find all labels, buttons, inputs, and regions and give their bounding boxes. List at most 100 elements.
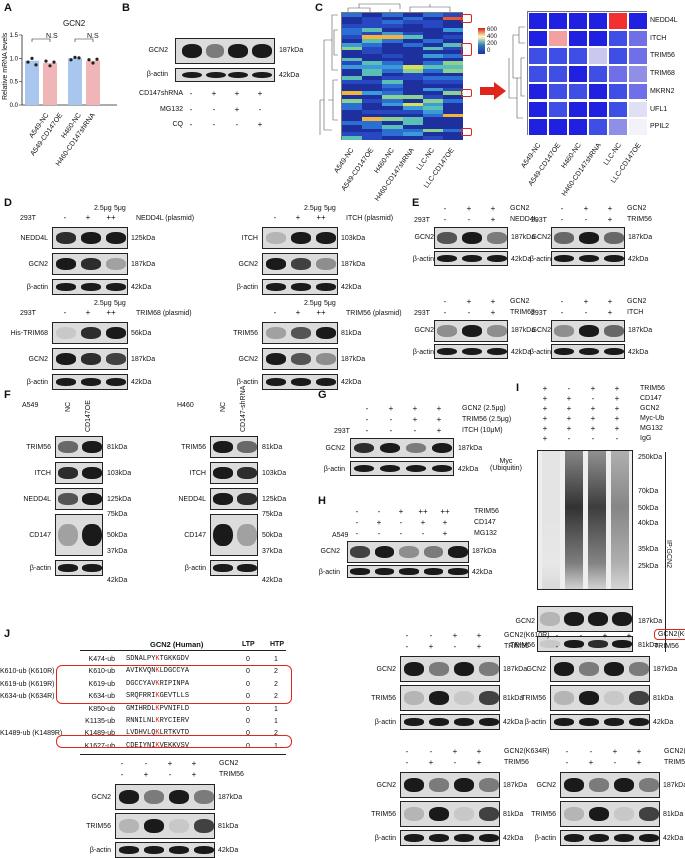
d-b3-size-1: 187kDa: [131, 356, 156, 363]
a-ytick-label-1: 0.5: [10, 80, 19, 86]
g-row-1: β-actin: [323, 466, 345, 473]
e0-m2-2: +: [490, 215, 496, 224]
j-b4-size-2: 42kDa: [663, 835, 684, 842]
e1-m1-1: +: [583, 204, 589, 213]
d-b2-dose2: 5μg: [324, 205, 336, 212]
e0-m2-0: -: [443, 215, 447, 224]
b-cond-3: CQ: [172, 121, 184, 128]
j-seq-post: LRTKVTD: [159, 729, 190, 738]
j-b2-b: TRIM56: [654, 643, 679, 650]
g-cell: 293T: [334, 428, 350, 435]
e0-m1-1: +: [466, 204, 472, 213]
panel-h-letter: H: [318, 495, 326, 507]
j-label-3: K634-ub (K634R): [0, 693, 55, 701]
j-b0-blot-0: [115, 784, 215, 810]
j-b1-m2-0: -: [405, 642, 409, 651]
i-mark-1-0: +: [542, 394, 548, 403]
j-ltp-5: 0: [246, 718, 250, 725]
panel-g-letter: G: [318, 389, 327, 401]
a-point-0-1: [30, 56, 34, 60]
g-mark-2-1: -: [389, 426, 393, 435]
d-b3-row-2: β-actin: [26, 379, 48, 386]
j-b3-blot-2: [400, 830, 500, 846]
j-b3-row-1: TRIM56: [371, 811, 396, 818]
j-htp-2: 2: [274, 680, 278, 688]
j-ltp-3: 0: [246, 693, 250, 701]
j-b4-size-1: 81kDa: [663, 811, 684, 818]
f-left-cell: A549: [22, 402, 39, 409]
h-row-1: β-actin: [318, 569, 340, 576]
j-redbox-2: [56, 735, 292, 748]
i-blot-trim56: [537, 636, 633, 652]
d-b2-blot-2: [262, 279, 338, 295]
e0-m1-2: +: [490, 204, 496, 213]
d-b4-size-2: 42kDa: [341, 379, 362, 386]
f-left-col-0: NC: [65, 401, 72, 412]
j-b1-blot-2: [400, 714, 500, 730]
e3-m1-2: +: [607, 297, 613, 306]
j-seq-pre: SDNALPY: [126, 655, 156, 663]
i-mark-3-0: +: [542, 414, 548, 423]
e2-m2-2: +: [490, 308, 496, 317]
d-b4-dose1: 2.5μg: [304, 300, 322, 307]
g-mark-0-0: -: [365, 404, 369, 413]
f-size-0-5: 37kDa: [107, 548, 128, 555]
e2-m1-1: +: [466, 297, 472, 306]
j-b2-m1-3: +: [626, 631, 632, 640]
j-b3-blot-0: [400, 772, 500, 798]
a-ytick-label-3: 1.5: [10, 33, 19, 39]
c-small-row-5: UFL1: [650, 105, 668, 113]
d-b1-blot-2: [52, 279, 128, 295]
h-mark-2-1: -: [377, 529, 381, 538]
j-b3-m1-1: -: [429, 747, 433, 756]
d-b2-size-1: 187kDa: [341, 261, 366, 268]
c-small-dendrogram: [508, 26, 525, 119]
e1-m1-2: +: [607, 204, 613, 213]
panel-b-letter: B: [122, 2, 130, 14]
b-row-gcn2: GCN2: [148, 47, 168, 54]
j-b2-a: GCN2(K619R): [654, 629, 685, 640]
e1-m2-1: -: [584, 215, 588, 224]
j-b2-size-1: 81kDa: [653, 695, 674, 702]
b-mark-1-0: -: [189, 104, 193, 114]
d-b2-row-1: GCN2: [238, 261, 258, 268]
f-size-1-2: 125kDa: [262, 496, 287, 503]
d-b4-size-1: 187kDa: [341, 356, 366, 363]
j-b4-m2-0: -: [565, 758, 569, 767]
j-b2-m1-2: +: [602, 631, 608, 640]
a-point-0-2: [34, 63, 38, 67]
a-point-3-0: [87, 58, 91, 62]
j-b4-m2-3: +: [636, 758, 642, 767]
b-blot-actin: [175, 68, 275, 82]
j-b1-a: GCN2(K610R): [504, 632, 550, 639]
a-point-2-2: [77, 56, 81, 60]
f-size-1-4: 50kDa: [262, 532, 283, 539]
j-seq-4: GMIHRDLKPVNIFLD: [126, 705, 189, 713]
f-left-blot-3: [55, 514, 103, 556]
f-right-row-4: β-actin: [184, 565, 206, 572]
d-b4-dose2: 5μg: [324, 300, 336, 307]
j-b4-m2-2: -: [613, 758, 617, 767]
e2-blot-gcn2: [434, 320, 508, 342]
j-b2-m2-2: -: [603, 642, 607, 651]
j-b0-m1-3: +: [191, 759, 197, 768]
j-seq-3: SRQFRRIKGEVTLLS: [126, 693, 189, 700]
j-b2-row-1: TRIM56: [521, 695, 546, 702]
c-small-row-4: MKRN2: [650, 87, 675, 95]
c-heatmap-small: [527, 11, 648, 136]
g-mark-0-1: +: [388, 404, 394, 413]
f-left-blot-4: [55, 560, 103, 576]
e2-m1-0: -: [443, 297, 447, 306]
j-b1-m1-1: -: [429, 631, 433, 640]
i-size-1: 70kDa: [638, 488, 659, 495]
j-b1-size-1: 81kDa: [503, 695, 524, 702]
j-b1-m1-0: -: [405, 631, 409, 640]
f-size-0-1: 103kDa: [107, 470, 132, 477]
h-mark-2-0: -: [355, 529, 359, 538]
d-b1-cell: 293T: [20, 215, 36, 222]
panel-i-letter: I: [516, 382, 520, 394]
j-seq-post: RIPINPA: [159, 679, 190, 688]
d-b4-cond: TRIM56 (plasmid): [346, 310, 402, 317]
i-size-4: 35kDa: [638, 546, 659, 553]
j-site-0: K474-ub: [88, 656, 115, 663]
